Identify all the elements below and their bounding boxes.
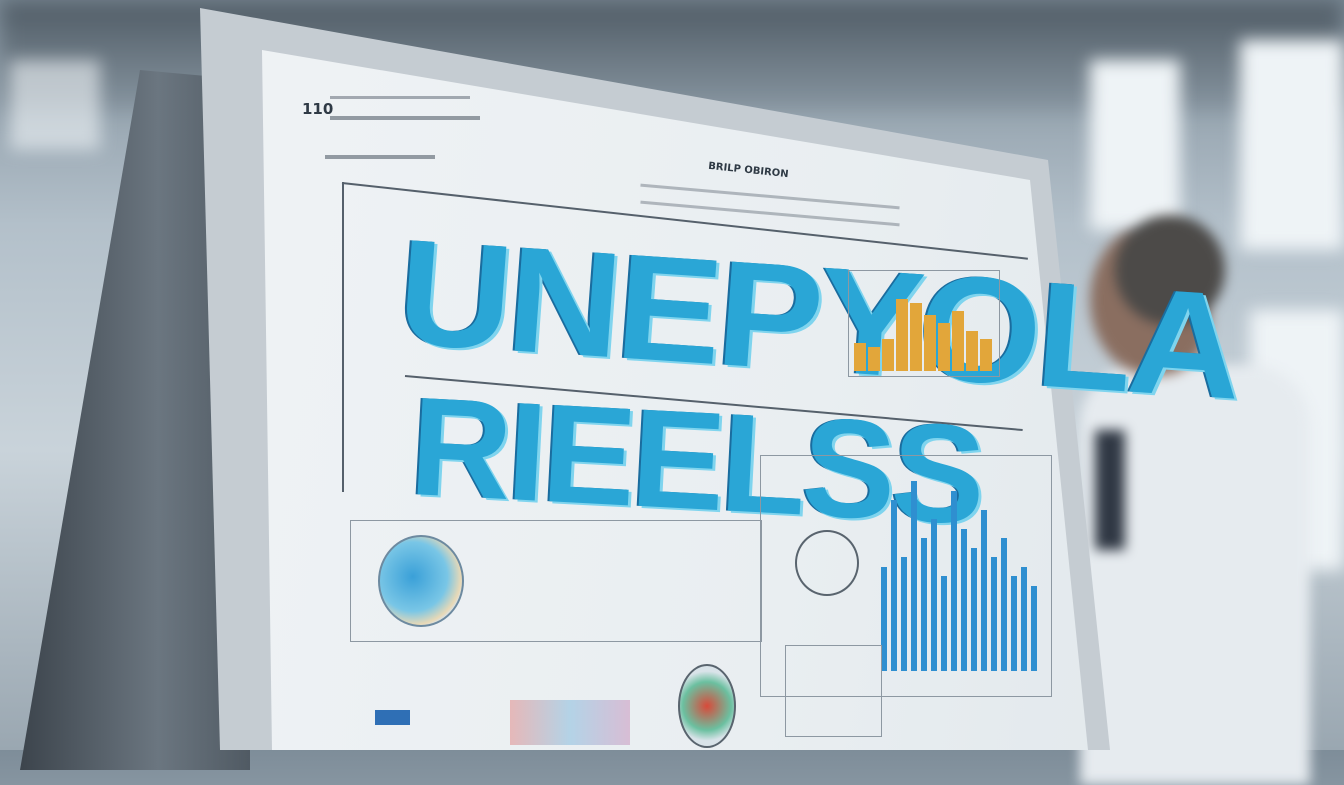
chart-bar — [991, 557, 997, 671]
blue-chart-panel — [760, 455, 1052, 697]
chart-bar — [910, 303, 922, 371]
chart-bar — [1001, 538, 1007, 671]
person-tie — [1095, 430, 1125, 550]
background-light — [10, 60, 100, 150]
person-hair — [1115, 215, 1225, 325]
chart-bar — [911, 481, 917, 671]
chart-bar — [931, 519, 937, 671]
text-line — [325, 155, 435, 159]
chart-bar — [951, 490, 957, 671]
chart-bar — [924, 315, 936, 371]
radar-chart-icon — [795, 530, 859, 596]
chart-bar — [952, 311, 964, 371]
header-number: 110 — [302, 100, 334, 118]
chart-bar — [854, 343, 866, 371]
axis-line — [342, 182, 344, 492]
chart-bar — [881, 566, 887, 671]
chart-bar — [938, 323, 950, 371]
chart-bar — [966, 331, 978, 371]
globe-chart-icon — [678, 664, 736, 748]
chart-bar — [921, 538, 927, 671]
chart-bar — [1021, 566, 1027, 671]
chart-bar — [891, 500, 897, 671]
chart-bar — [971, 547, 977, 671]
chart-bar — [1031, 585, 1037, 671]
chart-bar — [868, 347, 880, 371]
chart-bar — [981, 509, 987, 671]
orange-bar-chart — [848, 270, 1000, 377]
background-window — [1240, 40, 1344, 250]
pie-chart-icon — [378, 535, 464, 627]
chart-bar — [882, 339, 894, 371]
chart-bar — [896, 299, 908, 371]
chart-bar — [901, 557, 907, 671]
chart-bar — [941, 576, 947, 671]
legend-panel — [785, 645, 882, 737]
text-line — [330, 116, 480, 120]
lower-charts-panel — [350, 520, 762, 642]
chart-bar — [980, 339, 992, 371]
text-line — [330, 96, 470, 99]
small-bar-group — [510, 700, 630, 745]
background-window — [1090, 60, 1180, 230]
small-bar — [375, 710, 410, 725]
chart-bar — [1011, 576, 1017, 671]
person-blurred — [1080, 215, 1310, 785]
chart-bar — [961, 528, 967, 671]
